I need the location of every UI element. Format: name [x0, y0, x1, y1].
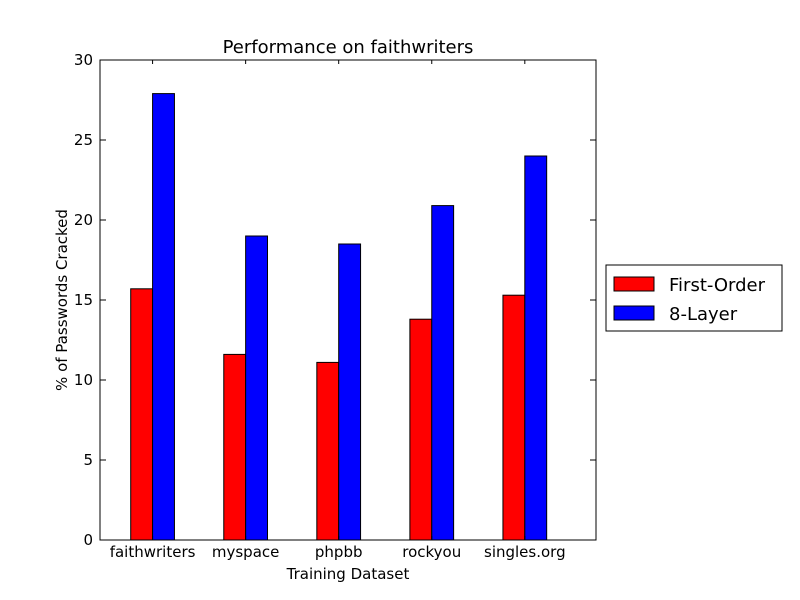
bar-8-layer-phpbb — [338, 243, 362, 541]
bars-layer — [130, 93, 548, 541]
legend-swatch-8-layer — [613, 305, 655, 321]
legend: First-Order 8-Layer — [605, 264, 783, 332]
y-tick-label: 0 — [83, 531, 93, 549]
x-tick-label: myspace — [212, 543, 280, 561]
legend-swatch-first-order — [613, 276, 655, 292]
bar-first-order-phpbb — [316, 361, 340, 541]
plot-frame — [99, 59, 597, 541]
x-axis-label: Training Dataset — [286, 565, 410, 583]
bar-8-layer-myspace — [245, 235, 269, 541]
y-tick-label: 30 — [74, 51, 93, 69]
legend-label-8-layer: 8-Layer — [669, 304, 738, 325]
axis-layer: faithwriters myspace phpbb rockyou singles.o… — [74, 51, 596, 561]
bar-first-order-rockyou — [409, 318, 433, 541]
bar-8-layer-faithwriters — [152, 93, 175, 541]
y-tick-label: 25 — [74, 131, 93, 149]
y-axis-label: % of Passwords Cracked — [53, 209, 71, 391]
x-tick-label: rockyou — [402, 543, 461, 561]
y-tick-label: 15 — [74, 291, 93, 309]
bar-8-layer-rockyou — [431, 205, 455, 541]
y-tick-label: 20 — [74, 211, 93, 229]
bar-first-order-singles-org — [502, 294, 526, 541]
y-tick-label: 10 — [74, 371, 93, 389]
chart-title: Performance on faithwriters — [223, 37, 474, 58]
bar-first-order-myspace — [223, 353, 247, 541]
x-tick-label: singles.org — [484, 543, 566, 561]
bar-first-order-faithwriters — [130, 288, 154, 541]
y-tick-label: 5 — [83, 451, 93, 469]
bar-8-layer-singles-org — [524, 155, 548, 541]
x-tick-label: faithwriters — [110, 543, 196, 561]
legend-label-first-order: First-Order — [669, 275, 766, 296]
x-tick-label: phpbb — [315, 543, 363, 561]
